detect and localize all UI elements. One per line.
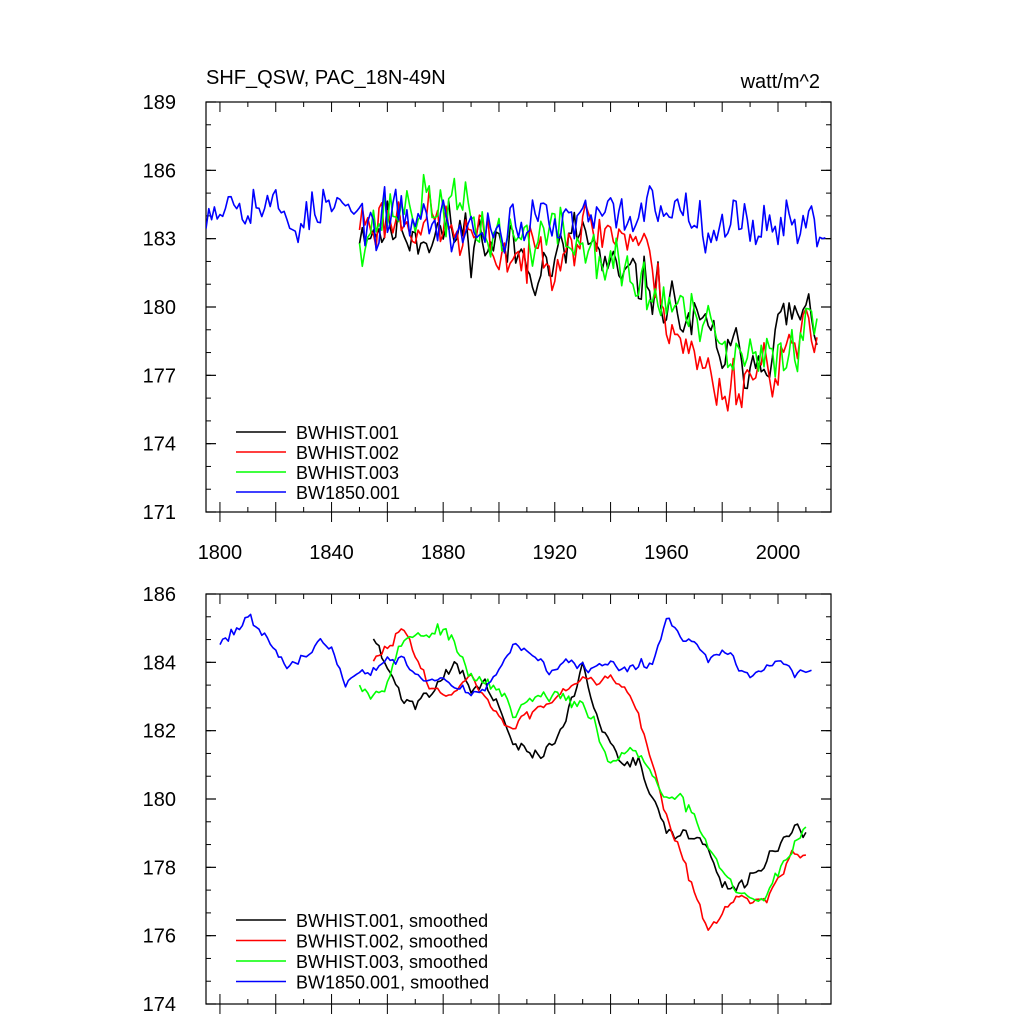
y-tick-label: 189	[143, 92, 176, 114]
y-tick-label: 177	[143, 365, 176, 387]
y-tick-label: 178	[143, 857, 176, 879]
x-tick-label: 2000	[756, 542, 801, 564]
y-tick-label: 180	[143, 297, 176, 319]
y-tick-label: 184	[143, 652, 176, 674]
y-tick-label: 171	[143, 502, 176, 524]
series-line-bw1850-001	[206, 185, 826, 254]
x-tick-label: 1840	[309, 542, 354, 564]
series-group	[219, 613, 812, 931]
x-tick-label: 1880	[421, 542, 466, 564]
y-tick-label: 186	[143, 584, 176, 606]
legend-label: BWHIST.001	[296, 423, 399, 443]
series-line-bwhist-003	[358, 173, 818, 378]
legend-label: BWHIST.003, smoothed	[296, 952, 488, 972]
legend-label: BWHIST.002	[296, 443, 399, 463]
y-tick-label: 174	[143, 434, 176, 456]
y-tick-label: 183	[143, 229, 176, 251]
top-panel-raw: SHF_QSW, PAC_18N-49N watt/m^2 171 174 177 1…	[143, 67, 832, 564]
series-group	[206, 173, 826, 412]
bottom-panel-smoothed: 174 176 178 180 182 184 186 BWHIST.001, smoothe…	[143, 584, 832, 1016]
x-tick-label: 1960	[644, 542, 689, 564]
legend-label: BW1850.001	[296, 483, 400, 503]
chart-title: SHF_QSW, PAC_18N-49N	[206, 67, 446, 89]
series-line-bwhist-002-smoothed	[372, 628, 806, 931]
y-tick-label: 174	[143, 994, 176, 1016]
y-tick-label: 180	[143, 789, 176, 811]
series-line-bwhist-003-smoothed	[358, 623, 807, 902]
legend-label: BWHIST.002, smoothed	[296, 932, 488, 952]
series-line-bwhist-001-smoothed	[372, 638, 807, 892]
y-tick-label: 176	[143, 926, 176, 948]
legend-label: BW1850.001, smoothed	[296, 973, 489, 993]
legend-label: BWHIST.003	[296, 463, 399, 483]
x-tick-label: 1920	[533, 542, 578, 564]
series-line-bw1850-001-smoothed	[219, 613, 812, 697]
legend-label: BWHIST.001, smoothed	[296, 911, 488, 931]
y-tick-label: 182	[143, 721, 176, 743]
y-tick-label: 186	[143, 160, 176, 182]
x-tick-label: 1800	[198, 542, 243, 564]
units-label: watt/m^2	[740, 71, 820, 93]
